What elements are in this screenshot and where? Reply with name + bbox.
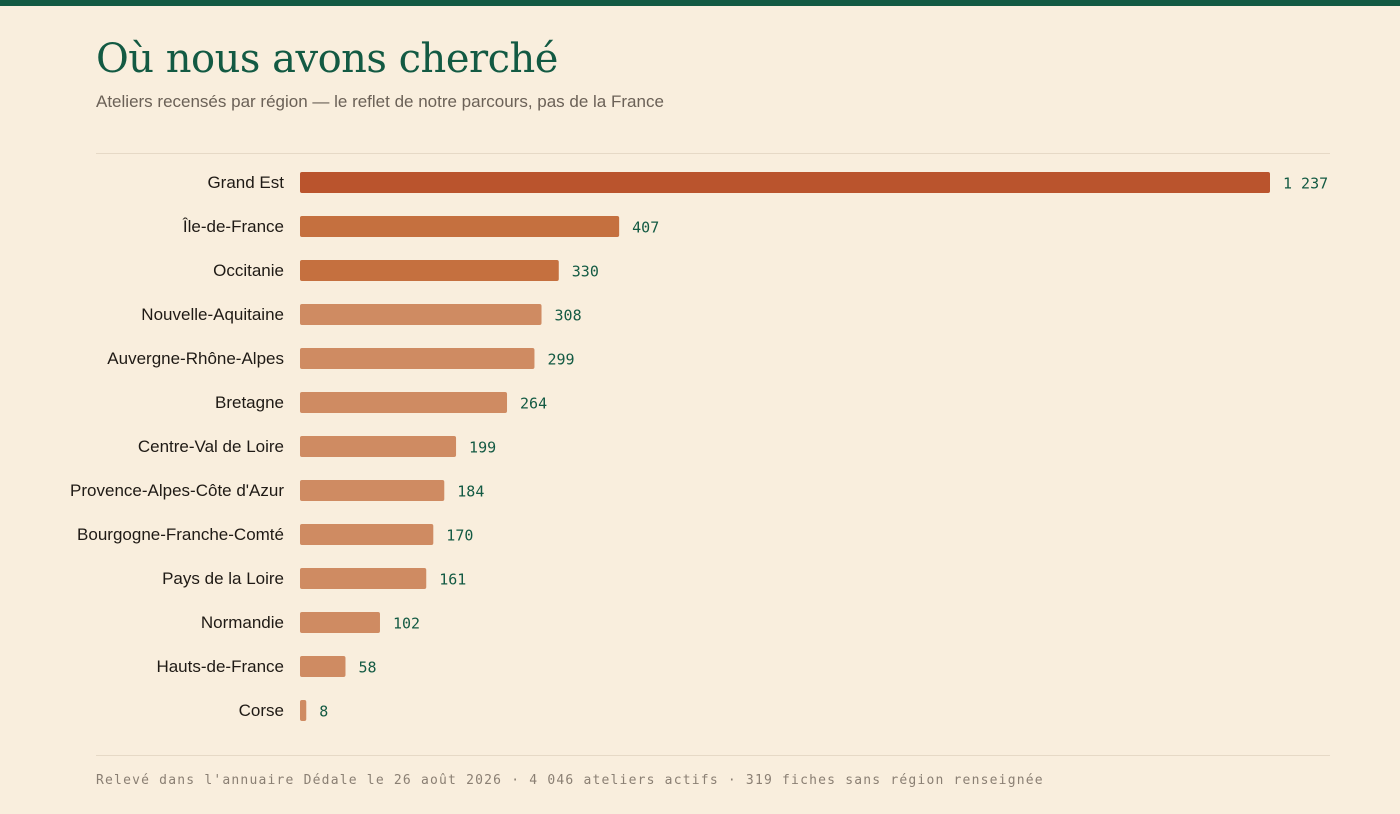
value-label: 58	[358, 659, 376, 677]
divider-bottom	[96, 755, 1330, 756]
bar	[300, 700, 307, 721]
category-label: Pays de la Loire	[162, 569, 284, 588]
bar	[300, 260, 559, 281]
category-label: Normandie	[201, 613, 284, 632]
bar	[300, 348, 535, 369]
category-label: Auvergne-Rhône-Alpes	[107, 349, 284, 368]
value-label: 102	[393, 615, 420, 633]
category-label: Bourgogne-Franche-Comté	[77, 525, 284, 544]
value-label: 308	[555, 307, 582, 325]
category-label: Hauts-de-France	[156, 657, 284, 676]
category-label: Île-de-France	[182, 217, 284, 236]
value-label: 330	[572, 263, 599, 281]
category-label: Corse	[239, 701, 284, 720]
page-subtitle: Ateliers recensés par région — le reflet…	[96, 92, 664, 111]
bar	[300, 172, 1270, 193]
bar	[300, 304, 542, 325]
top-accent-bar	[0, 0, 1400, 6]
page-title: Où nous avons cherché	[96, 36, 558, 82]
value-label: 407	[632, 219, 659, 237]
bar	[300, 480, 445, 501]
category-label: Bretagne	[215, 393, 284, 412]
category-label: Occitanie	[213, 261, 284, 280]
value-label: 299	[547, 351, 574, 369]
category-label: Nouvelle-Aquitaine	[141, 305, 284, 324]
value-label: 8	[319, 703, 328, 721]
bar	[300, 392, 508, 413]
bar	[300, 524, 434, 545]
bar	[300, 568, 427, 589]
category-label: Provence-Alpes-Côte d'Azur	[70, 481, 284, 500]
bar	[300, 656, 346, 677]
value-label: 1 237	[1283, 175, 1328, 193]
value-label: 170	[446, 527, 473, 545]
value-label: 161	[439, 571, 466, 589]
divider-top	[96, 153, 1330, 154]
value-label: 264	[520, 395, 547, 413]
bar	[300, 436, 457, 457]
category-label: Centre-Val de Loire	[138, 437, 284, 456]
footer-note: Relevé dans l'annuaire Dédale le 26 août…	[96, 773, 1044, 788]
bar	[300, 612, 380, 633]
bar	[300, 216, 620, 237]
category-label: Grand Est	[207, 173, 284, 192]
value-label: 199	[469, 439, 496, 457]
value-label: 184	[457, 483, 484, 501]
